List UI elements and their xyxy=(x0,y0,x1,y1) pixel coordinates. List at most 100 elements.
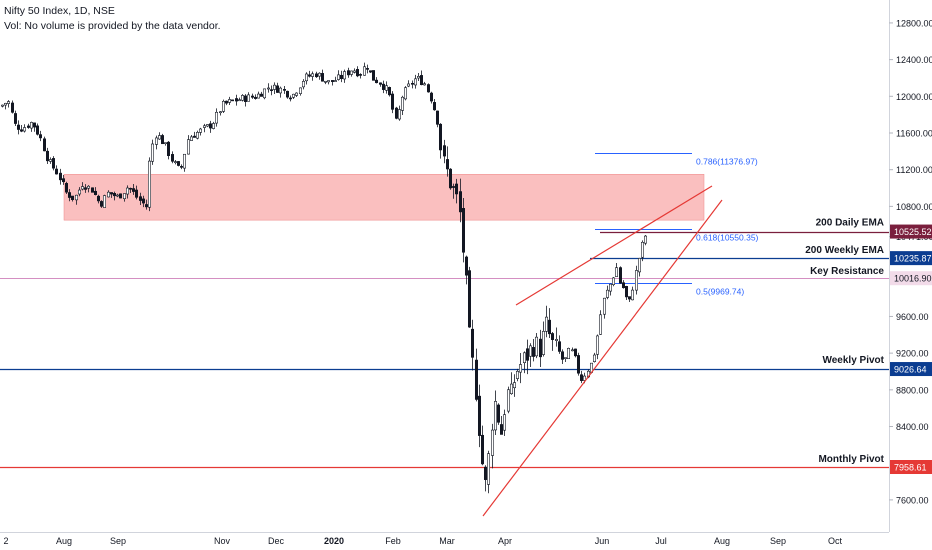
y-tick-label-4: 11200.00 xyxy=(896,165,932,175)
candle-body xyxy=(557,341,561,352)
candle-body xyxy=(129,187,133,190)
candle-body xyxy=(458,191,462,213)
candle-body xyxy=(199,128,203,133)
candle-body xyxy=(107,191,111,198)
x-tick-label-11: Aug xyxy=(714,536,730,546)
candle-body xyxy=(326,80,330,83)
candle-body xyxy=(288,97,292,100)
candle-body xyxy=(618,267,622,284)
candle-body xyxy=(438,123,442,151)
candle-body xyxy=(4,102,8,106)
candle-body xyxy=(461,208,465,253)
candle-body xyxy=(365,68,369,70)
candle-body xyxy=(522,352,526,363)
candle-body xyxy=(35,125,39,135)
candle-body xyxy=(602,297,606,315)
level-name-1: 200 Weekly EMA xyxy=(805,245,884,256)
candle-body xyxy=(307,74,311,77)
candle-body xyxy=(231,99,235,102)
horizontal-levels-layer xyxy=(0,231,889,469)
candle-body xyxy=(256,93,260,99)
candle-body xyxy=(167,141,171,156)
candle-body xyxy=(592,354,596,362)
trendlines-layer xyxy=(482,185,723,517)
candle-body xyxy=(403,87,407,100)
candle-body xyxy=(528,345,532,357)
candle-body xyxy=(323,80,327,83)
candle-body xyxy=(68,192,72,198)
candle-body xyxy=(496,404,500,423)
candle-body xyxy=(547,319,551,335)
candle-body xyxy=(499,424,503,435)
candle-body xyxy=(432,102,436,111)
time-axis[interactable]: 2 Aug Sep Nov Dec 2020 Feb Mar Apr Jun Jul Aug Sep Oc… xyxy=(3,536,842,546)
candle-body xyxy=(435,110,439,125)
candle-body xyxy=(148,160,152,208)
candle-body xyxy=(225,100,229,104)
candle-body xyxy=(512,382,516,389)
candle-body xyxy=(222,101,226,112)
candle-body xyxy=(32,122,36,128)
candle-body xyxy=(371,70,375,81)
x-tick-label-13: Oct xyxy=(828,536,843,546)
candle-body xyxy=(22,127,26,132)
candle-body xyxy=(65,183,69,193)
candle-body xyxy=(151,143,155,162)
candle-body xyxy=(11,102,15,113)
candle-body xyxy=(29,122,33,129)
candle-body xyxy=(454,183,458,195)
candle-body xyxy=(54,168,58,175)
candle-body xyxy=(608,283,612,292)
candle-body xyxy=(560,351,564,360)
candle-body xyxy=(445,159,449,170)
candle-body xyxy=(406,83,410,87)
fibonacci-layer: 0.786(11376.97) 0.618(10550.35) 0.5(9969.7… xyxy=(595,153,759,297)
level-name-3: Weekly Pivot xyxy=(822,355,884,366)
candle-body xyxy=(238,99,242,102)
candle-body xyxy=(187,139,191,155)
candle-body xyxy=(538,338,542,358)
candle-body xyxy=(493,401,497,431)
candle-body xyxy=(235,98,239,102)
price-badge-3 xyxy=(890,362,932,377)
candle-body xyxy=(358,74,362,76)
candle-body xyxy=(100,201,104,207)
candle-body xyxy=(190,136,194,141)
y-tick-label-10: 8400.00 xyxy=(896,422,929,432)
y-tick-label-3: 11600.00 xyxy=(896,129,932,139)
x-tick-label-9: Jun xyxy=(595,536,610,546)
candle-body xyxy=(640,241,644,258)
price-badge-label-1: 10235.87 xyxy=(894,254,932,264)
candle-body xyxy=(634,270,638,291)
candle-body xyxy=(135,189,139,198)
candle-body xyxy=(244,95,248,102)
candle-body xyxy=(282,89,286,91)
candle-body xyxy=(171,154,175,162)
support-zone-layer xyxy=(63,174,705,221)
candle-body xyxy=(442,145,446,157)
candle-body xyxy=(209,123,213,129)
candle-body xyxy=(139,196,143,201)
upper-trendline xyxy=(515,185,713,306)
candle-body xyxy=(14,113,18,124)
candle-body xyxy=(254,96,258,99)
candle-body xyxy=(352,70,356,73)
candle-body xyxy=(110,192,114,195)
candle-body xyxy=(614,267,618,277)
x-tick-label-1: Aug xyxy=(56,536,72,546)
candle-body xyxy=(314,73,318,78)
candle-body xyxy=(241,95,245,101)
candle-body xyxy=(71,195,75,200)
candle-body xyxy=(570,349,574,352)
candle-body xyxy=(480,434,484,465)
candle-body xyxy=(142,198,146,204)
candle-body xyxy=(294,92,298,96)
x-tick-label-12: Sep xyxy=(770,536,786,546)
y-tick-label-7: 9600.00 xyxy=(896,312,929,322)
candle-body xyxy=(413,78,417,86)
candle-body xyxy=(158,135,162,140)
candle-body xyxy=(97,195,101,202)
candle-body xyxy=(544,316,548,332)
candle-body xyxy=(155,137,159,145)
